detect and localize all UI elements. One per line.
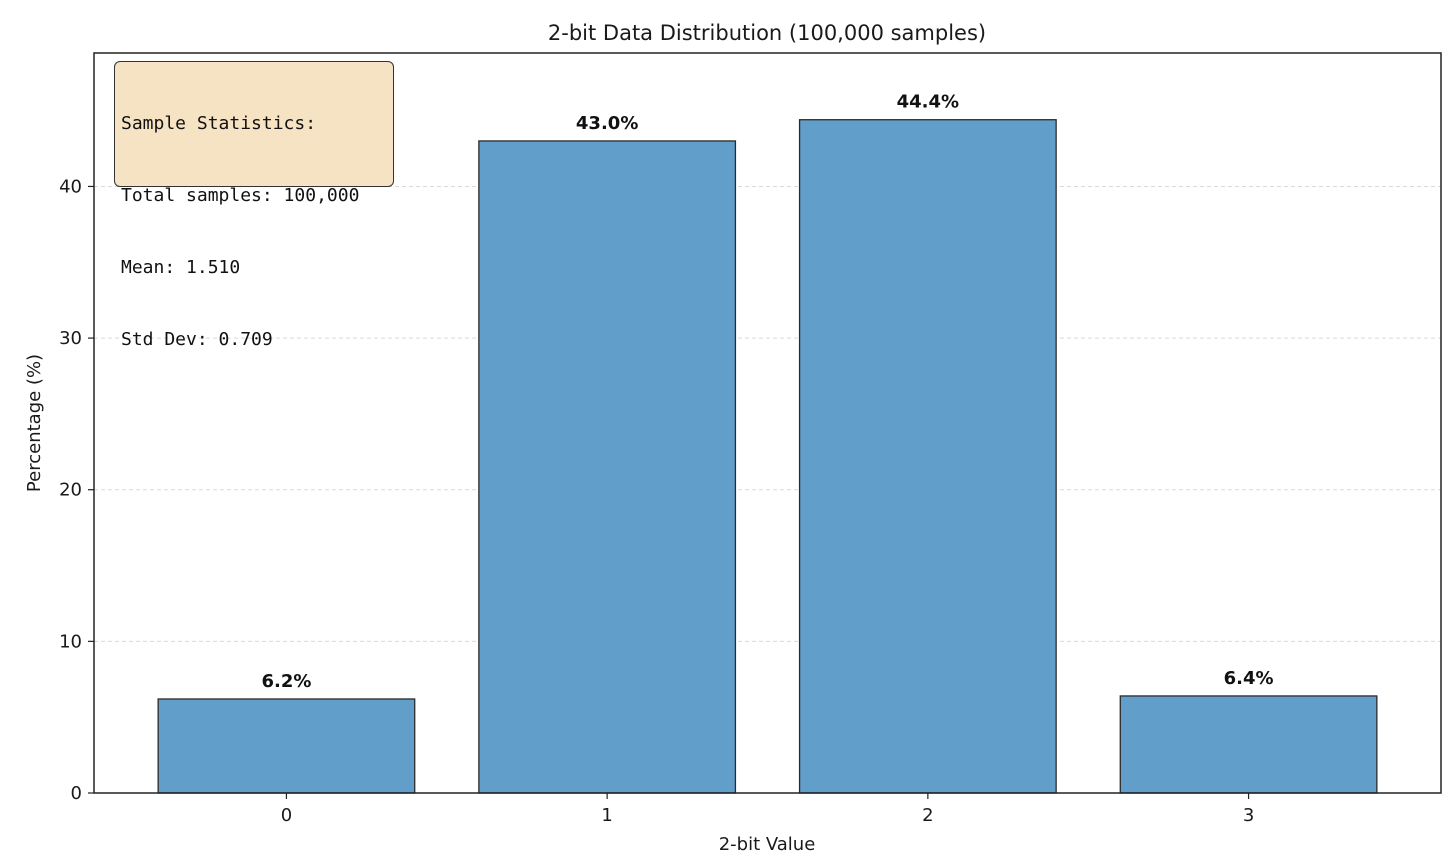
y-axis-label: Percentage (%) <box>24 354 45 492</box>
stats-line-heading: Sample Statistics: <box>121 113 317 134</box>
bar-3 <box>1119 695 1378 794</box>
bar-value-label: 6.4% <box>1224 668 1274 689</box>
bars <box>157 119 1378 794</box>
x-tick-label: 1 <box>601 805 612 826</box>
bar-value-labels: 6.2% 43.0% 44.4% 6.4% <box>261 92 1273 692</box>
chart-title: 2-bit Data Distribution (100,000 samples… <box>548 21 986 45</box>
x-tick-label: 0 <box>281 805 292 826</box>
bar-value-label: 44.4% <box>897 92 959 113</box>
bar-1 <box>478 140 737 794</box>
y-tick-label: 40 <box>59 176 82 197</box>
bar-value-label: 6.2% <box>261 671 311 692</box>
y-tick-label: 20 <box>59 480 82 501</box>
y-tick-label: 0 <box>71 783 82 804</box>
x-tick-label: 2 <box>922 805 933 826</box>
sample-statistics-box: Sample Statistics: Total samples: 100,00… <box>114 61 394 350</box>
axis-ticks: 0 10 20 30 40 0 1 2 3 <box>59 176 1254 826</box>
y-tick-label: 30 <box>59 328 82 349</box>
y-tick-label: 10 <box>59 631 82 652</box>
x-axis-label: 2-bit Value <box>719 834 816 855</box>
stats-line-total-samples: Total samples: 100,000 <box>121 185 360 206</box>
bar-0 <box>157 698 416 794</box>
x-tick-label: 3 <box>1243 805 1254 826</box>
bar-2 <box>798 119 1057 794</box>
plot-area-frame <box>93 52 1442 794</box>
stats-line-std-dev: Std Dev: 0.709 <box>121 329 273 350</box>
bar-value-label: 43.0% <box>576 113 638 134</box>
stats-line-mean: Mean: 1.510 <box>121 257 241 278</box>
